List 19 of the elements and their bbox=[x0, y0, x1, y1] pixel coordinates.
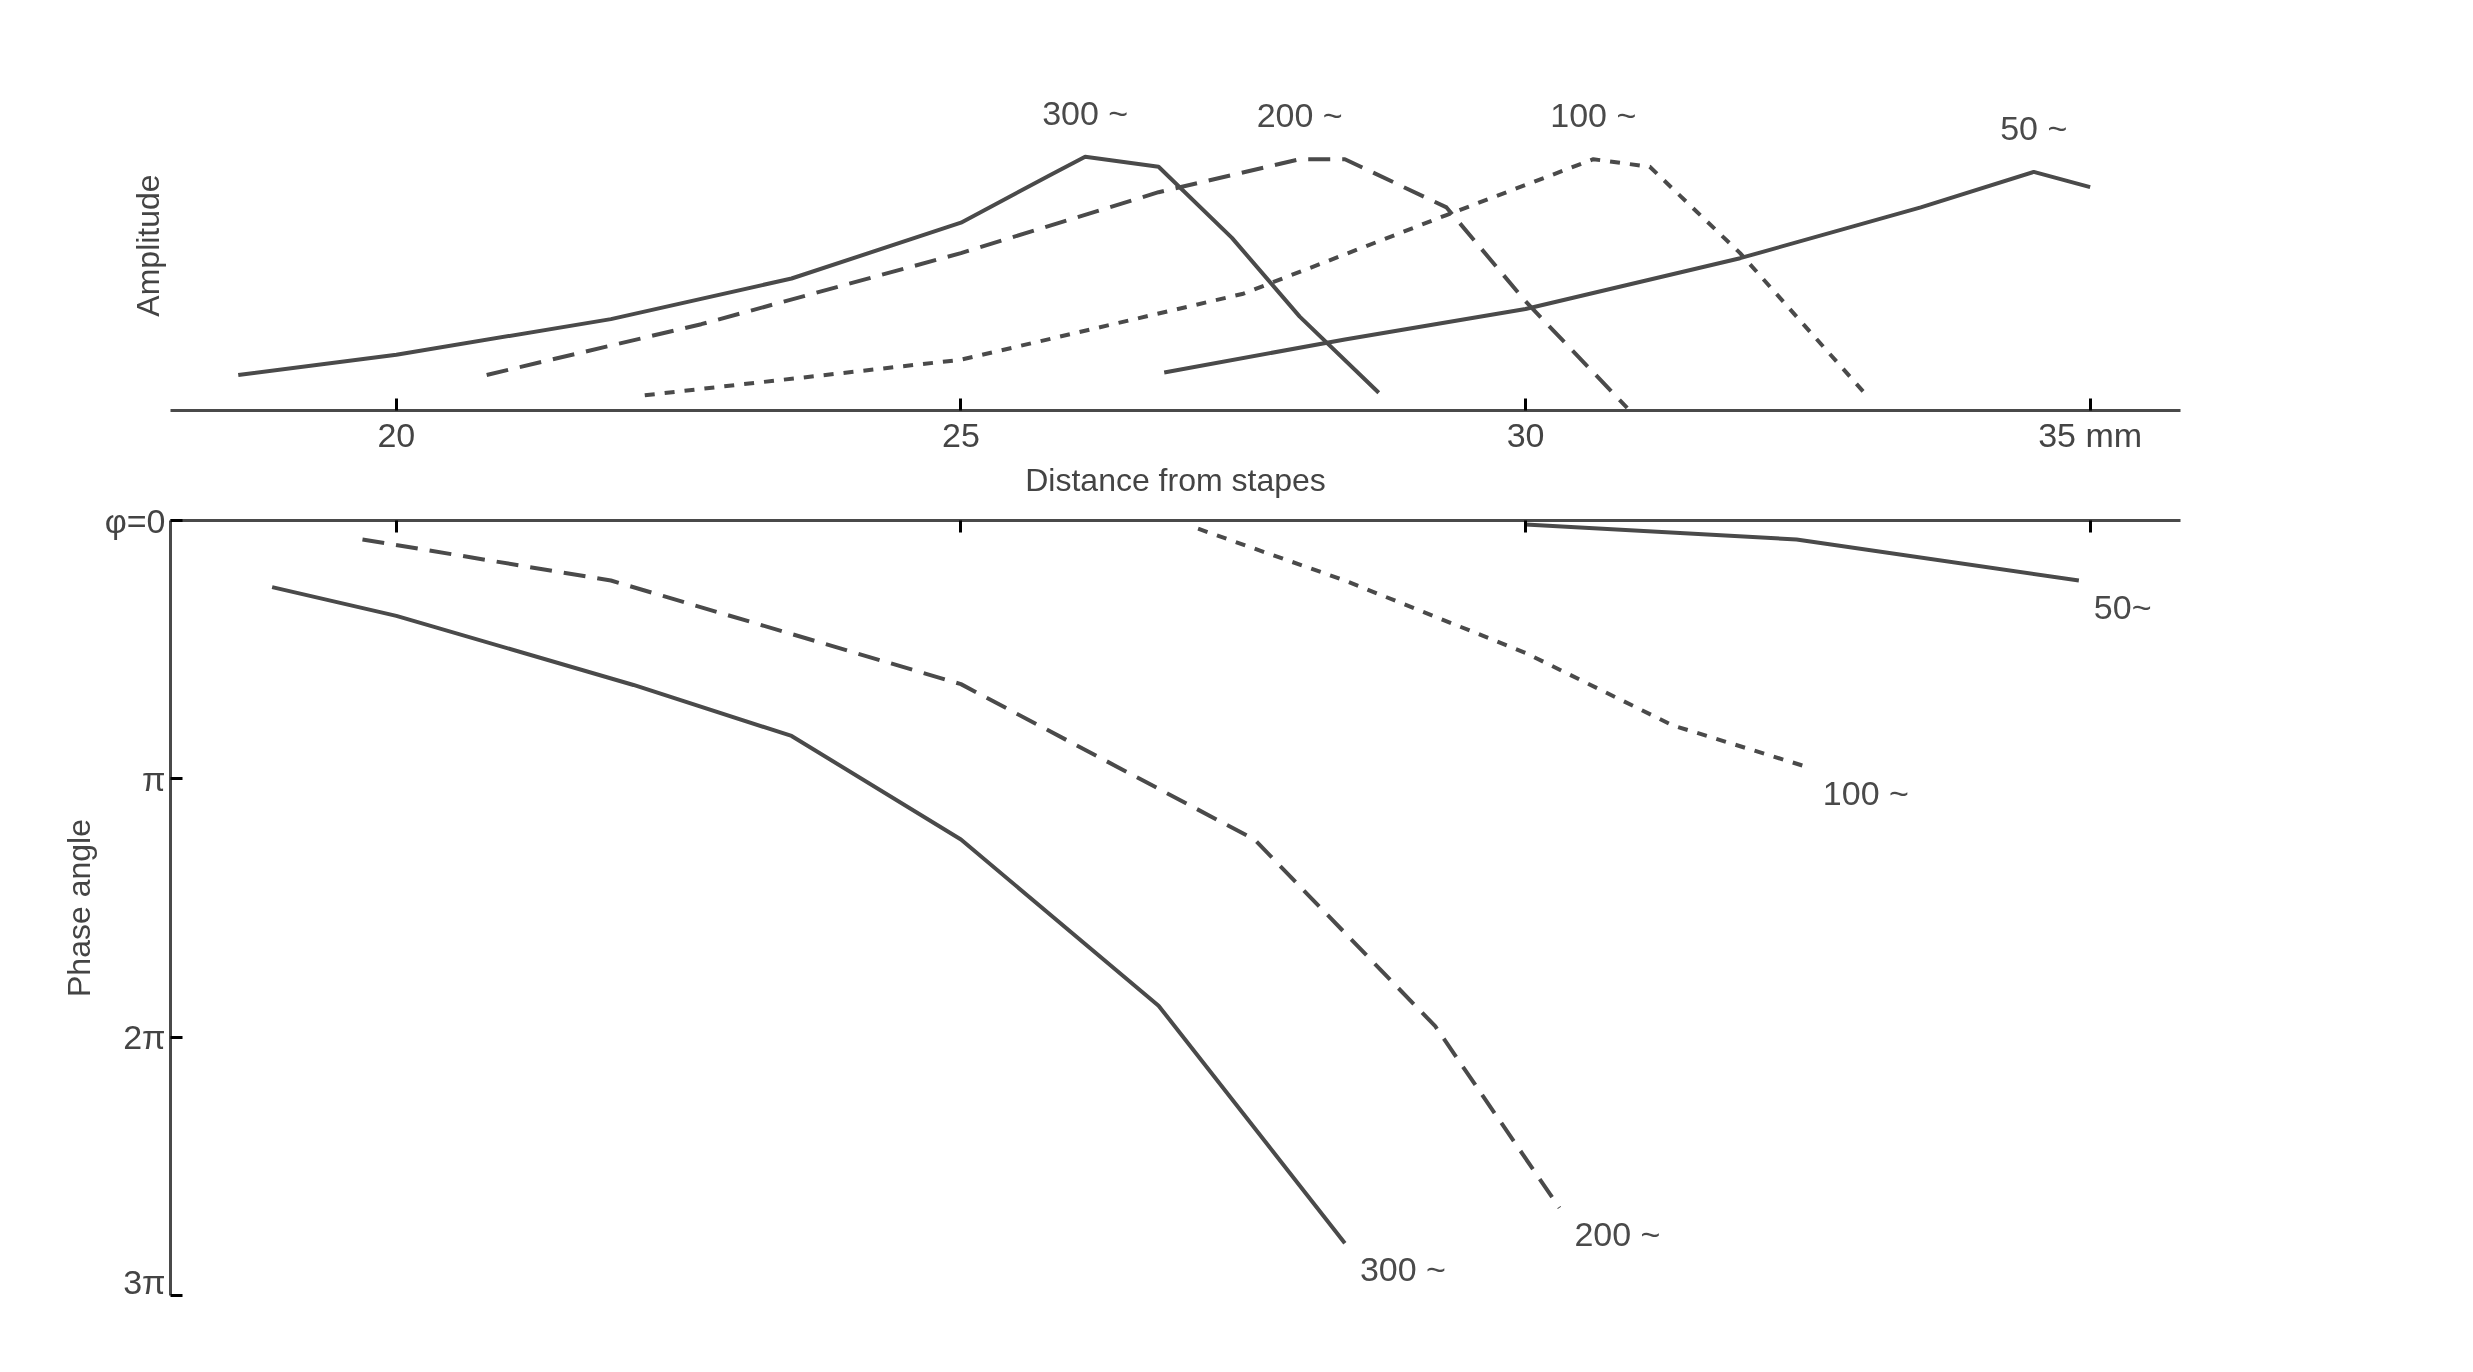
y-tick-label: φ=0 bbox=[104, 501, 166, 540]
series-label: 200 ~ bbox=[1256, 96, 1343, 135]
series-label: 100 ~ bbox=[1822, 774, 1909, 813]
y-axis-title: Phase angle bbox=[60, 819, 97, 997]
series-label: 300 ~ bbox=[1359, 1250, 1446, 1289]
x-tick-label: 30 bbox=[1506, 415, 1545, 454]
y-tick-label: 3π bbox=[123, 1262, 166, 1301]
series-label: 50~ bbox=[2093, 587, 2152, 626]
y-tick-label: π bbox=[142, 759, 166, 798]
y-tick-label: 2π bbox=[123, 1018, 166, 1057]
x-tick-label: 20 bbox=[377, 415, 416, 454]
y-axis-title: Amplitude bbox=[129, 174, 166, 317]
series-label: 100 ~ bbox=[1550, 96, 1637, 135]
series-label: 200 ~ bbox=[1574, 1214, 1661, 1253]
series-label: 300 ~ bbox=[1042, 93, 1129, 132]
x-tick-label: 25 bbox=[942, 415, 980, 454]
series-label: 50 ~ bbox=[2000, 108, 2068, 147]
x-tick-label: 35 mm bbox=[2038, 415, 2143, 454]
x-axis-title: Distance from stapes bbox=[1025, 461, 1326, 498]
